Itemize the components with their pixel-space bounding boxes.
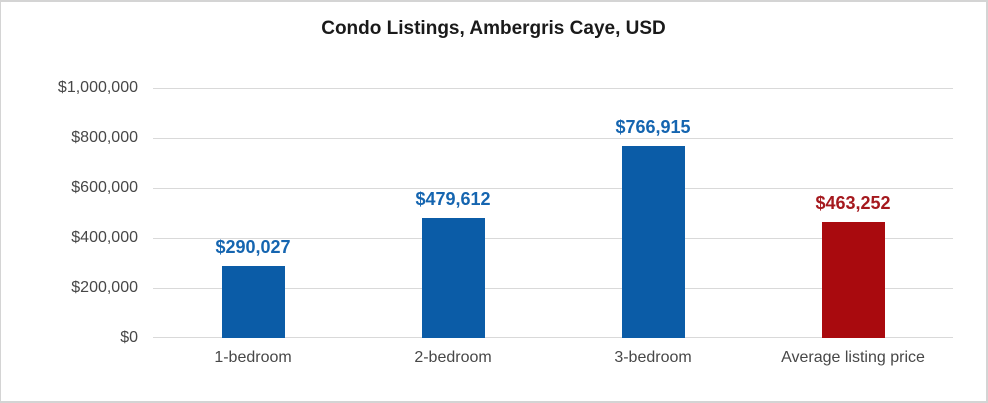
bar-average-listing-price — [821, 222, 885, 338]
y-axis-tick-label: $800,000 — [71, 129, 138, 146]
y-axis-tick-label: $400,000 — [71, 229, 138, 246]
gridline — [153, 337, 953, 338]
x-axis-label-1-bedroom: 1-bedroom — [214, 349, 292, 366]
x-axis-label-2-bedroom: 2-bedroom — [414, 349, 492, 366]
y-axis-tick-label: $600,000 — [71, 179, 138, 196]
y-axis-tick-label: $200,000 — [71, 279, 138, 296]
x-axis-label-3-bedroom: 3-bedroom — [614, 349, 692, 366]
gridline — [153, 138, 953, 139]
y-axis-tick-label: $0 — [120, 329, 138, 346]
gridline — [153, 88, 953, 89]
bar-1-bedroom — [221, 265, 285, 338]
y-axis-tick-label: $1,000,000 — [57, 79, 138, 96]
bar-value-label: $766,915 — [615, 117, 691, 138]
bar-2-bedroom — [421, 218, 485, 338]
bar-3-bedroom — [621, 146, 685, 338]
bar-value-label: $463,252 — [815, 193, 891, 214]
chart-title: Condo Listings, Ambergris Caye, USD — [321, 18, 666, 39]
gridline — [153, 288, 953, 289]
gridline — [153, 238, 953, 239]
plot-area: $290,027 $479,612 $766,915 $463,252 — [153, 88, 953, 338]
bar-value-label: $290,027 — [215, 236, 291, 257]
gridline — [153, 188, 953, 189]
x-axis-label-average-listing-price: Average listing price — [781, 349, 925, 366]
bar-value-label: $479,612 — [415, 189, 491, 210]
